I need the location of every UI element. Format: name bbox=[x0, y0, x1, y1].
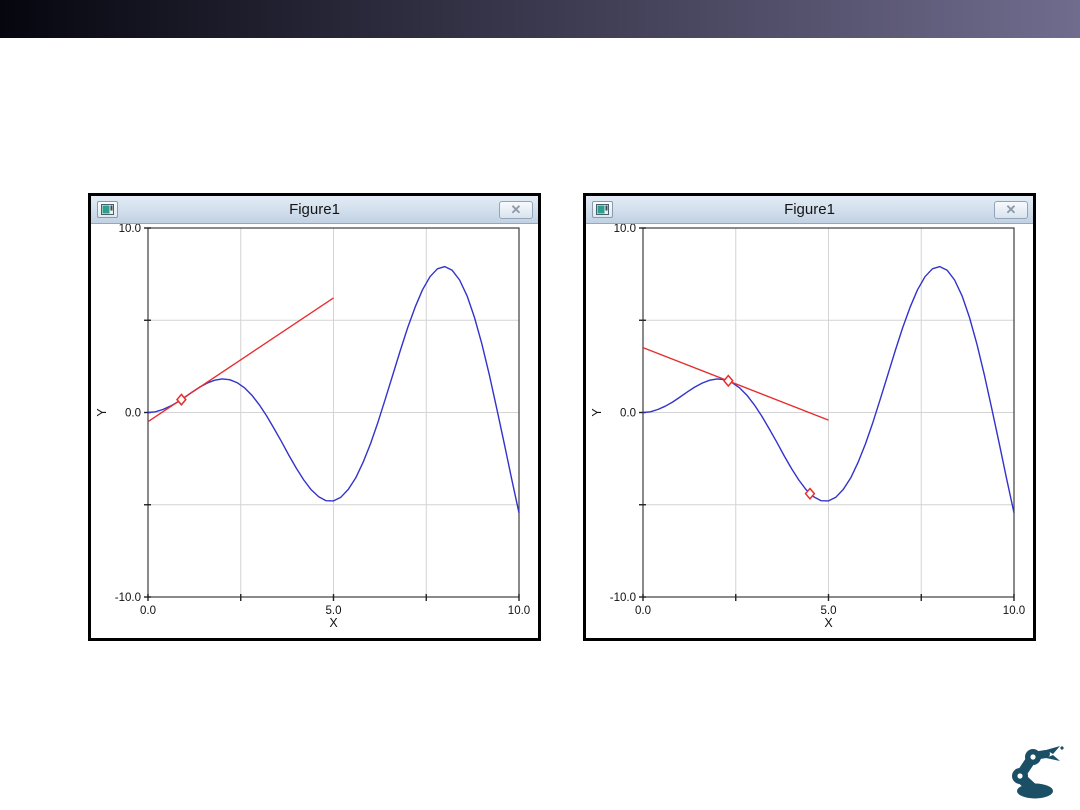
plot-canvas: 0.0 5.0 10.010.00.0-10.0XY bbox=[590, 224, 1025, 630]
window-title: Figure1 bbox=[784, 201, 835, 218]
svg-text:Y: Y bbox=[590, 408, 604, 417]
svg-text:5.0: 5.0 bbox=[326, 605, 342, 617]
app-icon-glyph bbox=[596, 204, 609, 215]
svg-text:X: X bbox=[329, 616, 338, 630]
svg-text:0.0: 0.0 bbox=[125, 408, 141, 420]
svg-text:10.0: 10.0 bbox=[1003, 605, 1025, 617]
app-icon-glyph bbox=[101, 204, 114, 215]
svg-text:Y: Y bbox=[95, 408, 109, 417]
svg-text:10.0: 10.0 bbox=[614, 224, 636, 235]
svg-text:5.0: 5.0 bbox=[821, 605, 837, 617]
window-app-icon[interactable] bbox=[592, 201, 613, 218]
svg-text:10.0: 10.0 bbox=[508, 605, 530, 617]
figure-window-left: Figure1 ✕ 0.0 5.0 10.0 10.0 0.0 -10.0 X Y bbox=[88, 193, 541, 641]
close-button[interactable]: ✕ bbox=[499, 200, 533, 219]
svg-text:-10.0: -10.0 bbox=[610, 592, 636, 604]
plot-area: 0.0 5.0 10.0 10.0 0.0 -10.0 X Y bbox=[586, 224, 1033, 638]
window-title-bar[interactable]: Figure1 ✕ bbox=[586, 196, 1033, 224]
robot-arm-logo bbox=[1012, 746, 1064, 799]
svg-text:0.0: 0.0 bbox=[140, 605, 156, 617]
svg-text:X: X bbox=[824, 616, 833, 630]
figure-window-right: Figure1 ✕ 0.0 5.0 10.0 10.0 0.0 -10.0 X Y bbox=[583, 193, 1036, 641]
svg-text:0.0: 0.0 bbox=[635, 605, 651, 617]
plot-canvas: 0.0 5.0 10.010.00.0-10.0XY bbox=[95, 224, 530, 630]
svg-text:0.0: 0.0 bbox=[620, 408, 636, 420]
figure-windows-row: Figure1 ✕ 0.0 5.0 10.0 10.0 0.0 -10.0 X Y Figur… bbox=[88, 193, 1036, 641]
plot-area: 0.0 5.0 10.0 10.0 0.0 -10.0 X Y bbox=[91, 224, 538, 638]
slide-header-bar bbox=[0, 0, 1080, 38]
window-title: Figure1 bbox=[289, 201, 340, 218]
svg-text:10.0: 10.0 bbox=[119, 224, 141, 235]
close-button[interactable]: ✕ bbox=[994, 200, 1028, 219]
window-title-bar[interactable]: Figure1 ✕ bbox=[91, 196, 538, 224]
window-app-icon[interactable] bbox=[97, 201, 118, 218]
svg-text:-10.0: -10.0 bbox=[115, 592, 141, 604]
